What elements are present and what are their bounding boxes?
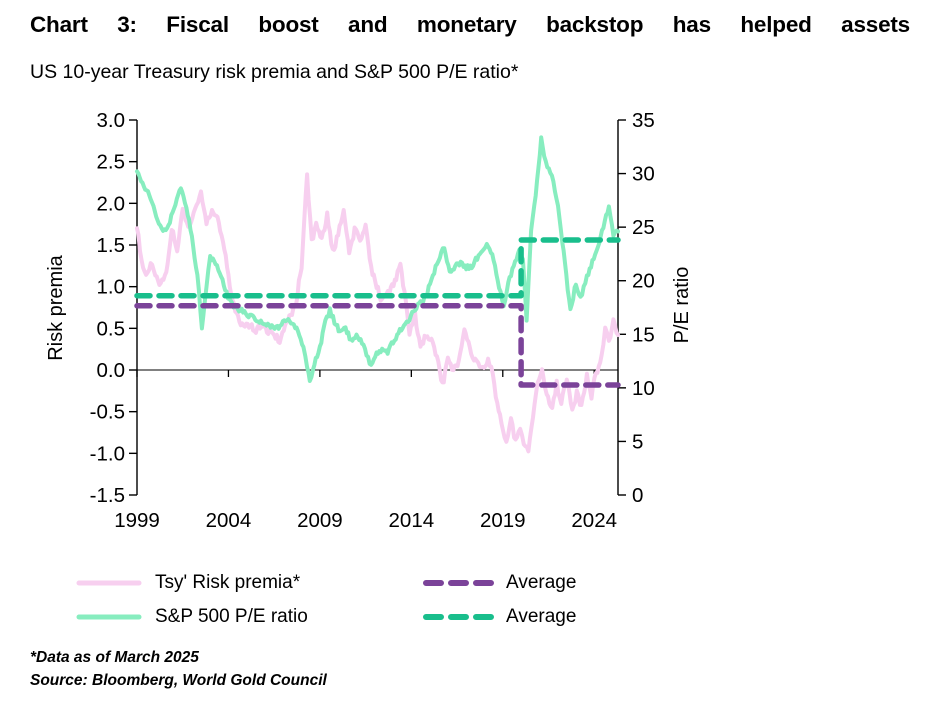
legend-label-average-pe-ratio: Average <box>506 606 577 627</box>
legend-label-average-risk-premia: Average <box>506 572 577 593</box>
left-axis-tick-label: 3.0 <box>97 109 126 132</box>
legend-swatch-average-risk-premia <box>423 580 494 586</box>
legend-row: Tsy' Risk premia* Average <box>75 566 695 600</box>
series-line-average-risk-premia <box>134 303 621 388</box>
legend-swatch-average-pe-ratio <box>423 614 494 620</box>
right-axis-tick-label: 35 <box>632 109 655 132</box>
legend-swatch-risk-premia <box>76 580 142 586</box>
left-axis-tick-label: 0.5 <box>97 317 126 340</box>
legend-swatch-pe-ratio <box>76 614 142 620</box>
legend-entry-average-pe-ratio: Average <box>422 606 576 628</box>
x-axis-tick-label: 2024 <box>571 509 617 532</box>
legend-row: S&P 500 P/E ratio Average <box>75 600 695 634</box>
series-line-tsy-risk-premia <box>135 172 620 454</box>
footnote-data-note: *Data as of March 2025 <box>30 649 199 666</box>
x-axis-tick-label: 2004 <box>206 509 252 532</box>
x-axis-tick-label: 2019 <box>480 509 526 532</box>
left-axis-tick-label: -1.0 <box>90 442 125 465</box>
legend-entry-risk-premia: Tsy' Risk premia* <box>75 572 422 594</box>
right-axis-tick-label: 10 <box>632 377 655 400</box>
right-axis-tick-label: 15 <box>632 323 655 346</box>
series-line-sp500-pe-ratio <box>135 135 620 383</box>
right-axis-tick-label: 20 <box>632 270 655 293</box>
left-axis-tick-label: 2.0 <box>97 192 126 215</box>
left-axis-tick-label: 1.5 <box>97 234 126 257</box>
x-axis-tick-label: 2014 <box>389 509 435 532</box>
right-axis-title: P/E ratio <box>671 267 693 344</box>
footnote-source: Source: Bloomberg, World Gold Council <box>30 672 327 689</box>
left-axis-tick-label: 0.0 <box>97 359 126 382</box>
right-axis-tick-label: 0 <box>632 484 643 507</box>
left-axis-tick-label: -0.5 <box>90 401 125 424</box>
x-axis-tick-label: 1999 <box>114 509 160 532</box>
x-axis-tick-label: 2009 <box>297 509 343 532</box>
legend-entry-pe-ratio: S&P 500 P/E ratio <box>75 606 422 628</box>
right-axis-tick-label: 5 <box>632 430 643 453</box>
legend-label-risk-premia: Tsy' Risk premia* <box>155 572 301 593</box>
left-axis-title: Risk premia <box>45 254 67 360</box>
left-axis-tick-label: 1.0 <box>97 276 126 299</box>
legend-entry-average-risk-premia: Average <box>422 572 576 594</box>
legend: Tsy' Risk premia* Average S&P 500 P/E ra… <box>75 566 695 634</box>
footnotes: *Data as of March 2025 Source: Bloomberg… <box>30 646 327 692</box>
right-axis-tick-label: 25 <box>632 216 655 239</box>
chart-subtitle: US 10-year Treasury risk premia and S&P … <box>30 61 519 83</box>
series-line-average-pe-ratio <box>134 237 621 299</box>
chart-title: Chart 3: Fiscal boost and monetary backs… <box>30 12 910 37</box>
chart-canvas: 1999 2004 2009 2014 2019 2024 3.0 2.5 2.0 1.5 1.0 0… <box>45 109 693 532</box>
right-axis-tick-label: 30 <box>632 163 655 186</box>
legend-label-pe-ratio: S&P 500 P/E ratio <box>155 606 308 627</box>
left-axis-tick-label: 2.5 <box>97 151 126 174</box>
left-axis-tick-label: -1.5 <box>90 484 125 507</box>
